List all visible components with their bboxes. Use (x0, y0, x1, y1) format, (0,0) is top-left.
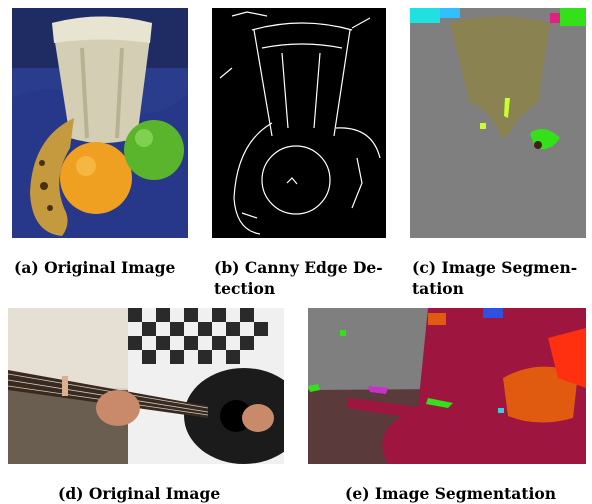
caption-e-text: (e) Image Segmentation (345, 484, 556, 503)
caption-b-line1: (b) Canny Edge De- (214, 258, 383, 277)
guitar-photo (8, 308, 284, 464)
caption-b: (b) Canny Edge De- tection (214, 257, 383, 299)
segmentation-image-fruit (410, 8, 586, 238)
caption-c-line1: (c) Image Segmen- (412, 258, 578, 277)
caption-a: (a) Original Image (14, 257, 175, 278)
segmentation-image-guitar (308, 308, 586, 464)
fruit-photo (12, 8, 188, 238)
caption-c-line2: tation (412, 279, 464, 298)
original-image-fruit (12, 8, 188, 238)
caption-b-line2: tection (214, 279, 276, 298)
caption-a-text: (a) Original Image (14, 258, 176, 277)
canny-edge-image (212, 8, 386, 238)
segmentation-map-guitar (308, 308, 586, 464)
segmentation-map-fruit (410, 8, 586, 238)
edge-map (212, 8, 386, 238)
caption-c: (c) Image Segmen- tation (412, 257, 577, 299)
caption-d-text: (d) Original Image (58, 484, 221, 503)
caption-d: (d) Original Image (58, 483, 220, 504)
original-image-guitar (8, 308, 284, 464)
caption-e: (e) Image Segmentation (345, 483, 556, 504)
